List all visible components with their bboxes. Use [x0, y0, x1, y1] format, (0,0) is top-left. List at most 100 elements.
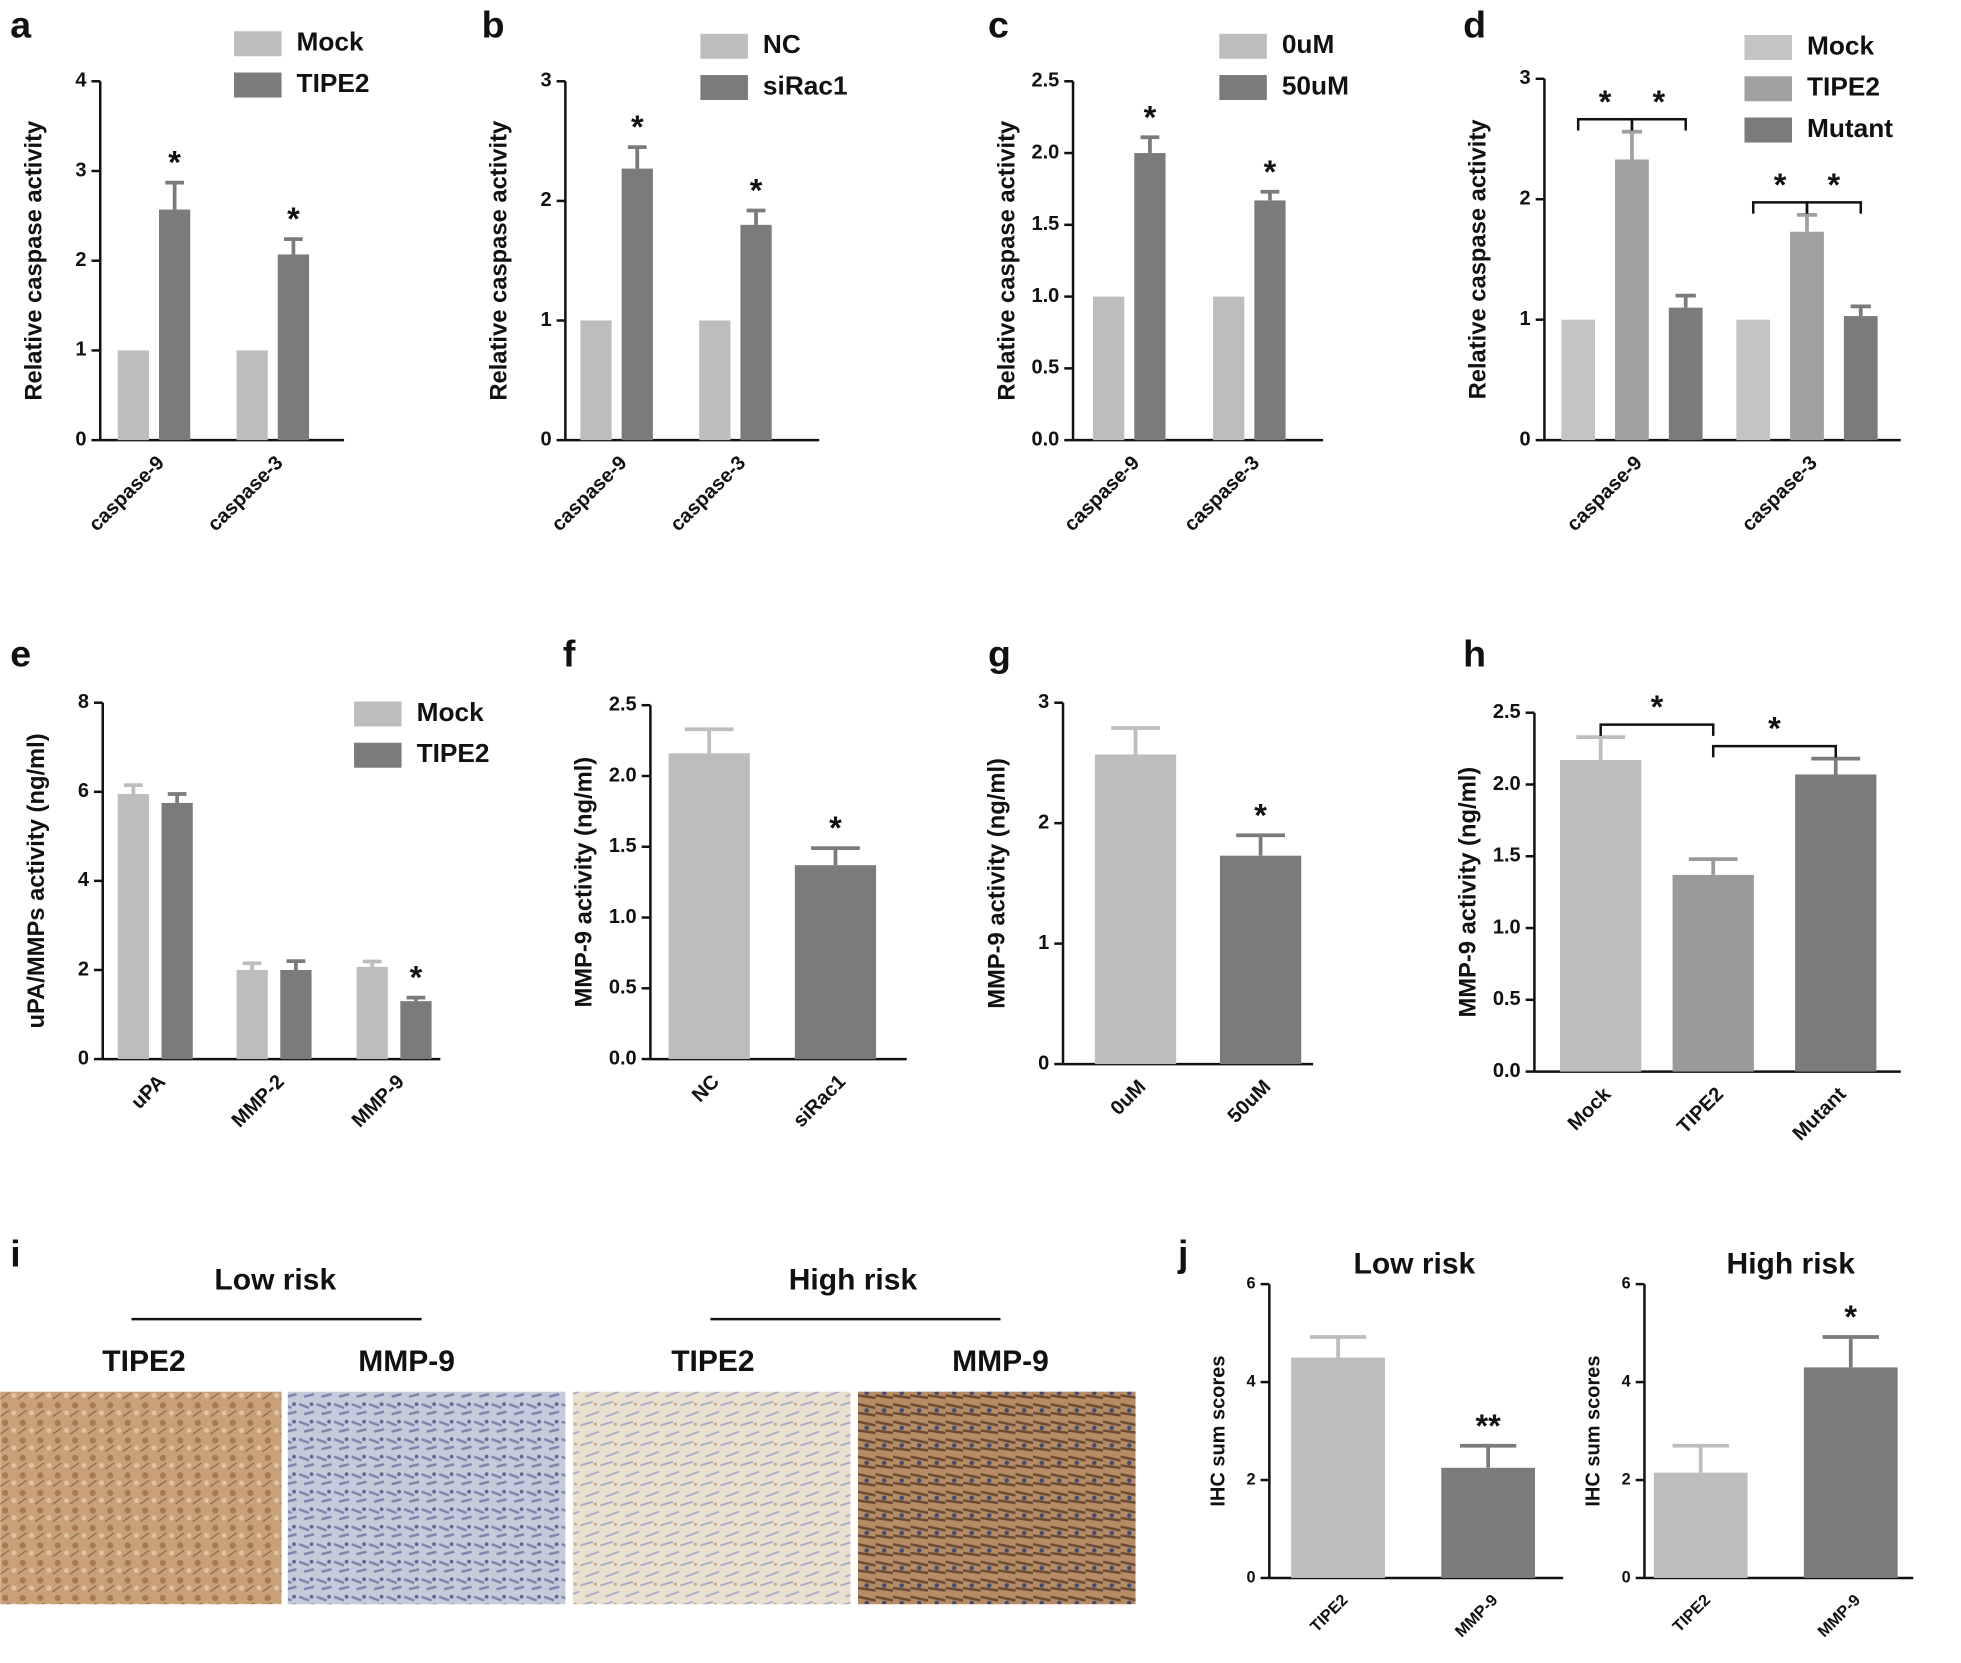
error-bar	[1309, 1335, 1367, 1358]
bar	[1795, 774, 1877, 1072]
legend-label: Mock	[297, 27, 365, 57]
y-tick-label: 2	[1520, 188, 1531, 210]
y-axis-label: Relative caspase activity	[993, 120, 1020, 401]
error-bar	[1140, 135, 1160, 154]
legend-swatch	[354, 742, 402, 768]
y-tick-label: 1.5	[1031, 213, 1059, 235]
y-tick-label: 1	[1038, 932, 1049, 954]
error-bar	[242, 961, 262, 970]
legend-label: TIPE2	[297, 68, 370, 98]
error-bar	[811, 846, 860, 866]
x-tick-label: Mock	[1564, 1083, 1616, 1135]
histology-image	[572, 1391, 851, 1605]
legend-swatch	[234, 31, 282, 57]
y-tick-label: 1.0	[609, 906, 637, 928]
panel-letter: a	[10, 3, 32, 45]
y-tick-label: 4	[1622, 1372, 1631, 1390]
x-tick-label: TIPE2	[1673, 1083, 1728, 1138]
bar	[1219, 855, 1302, 1065]
error-bar	[362, 959, 382, 967]
bar	[1254, 200, 1286, 441]
y-tick-label: 1.0	[1031, 285, 1059, 307]
bar	[400, 1001, 432, 1060]
histology-image	[0, 1391, 282, 1605]
significance: *	[1254, 797, 1267, 833]
bar	[159, 209, 191, 441]
x-tick-label: 50uM	[1224, 1076, 1276, 1128]
legend-label: NC	[763, 29, 801, 59]
significance: *	[1144, 99, 1157, 135]
error-bar	[1672, 1443, 1729, 1473]
bracket	[1751, 201, 1809, 214]
y-axis-label: MMP-9 activity (ng/ml)	[983, 758, 1010, 1009]
y-tick-label: 2.0	[1031, 141, 1059, 163]
error-bar	[1688, 857, 1738, 875]
bar	[699, 320, 731, 441]
bracket	[1630, 118, 1687, 131]
y-tick-label: 6	[1622, 1274, 1631, 1292]
significance: *	[287, 201, 300, 237]
y-tick-label: 0	[1247, 1568, 1256, 1586]
y-tick-label: 1	[75, 339, 86, 361]
y-tick-label: 6	[1247, 1274, 1256, 1292]
bar	[1615, 159, 1649, 441]
panel-letter: g	[988, 632, 1011, 674]
y-tick-label: 0	[1520, 428, 1531, 450]
y-axis-label: Relative caspase activity	[486, 120, 513, 401]
x-tick-label: MMP-9	[1452, 1591, 1502, 1641]
x-tick-label: caspase-9	[1563, 452, 1647, 536]
error-bar	[406, 995, 426, 1002]
y-tick-label: 2.5	[1493, 701, 1521, 723]
legend-label: Mock	[417, 697, 485, 727]
bar	[1560, 760, 1642, 1072]
x-tick-label: caspase-3	[204, 452, 288, 536]
bar	[236, 969, 268, 1060]
significance: *	[829, 810, 842, 846]
panel-letter: e	[10, 632, 31, 674]
bar	[1803, 1367, 1898, 1578]
y-tick-label: 1.0	[1493, 916, 1521, 938]
y-tick-label: 2	[1247, 1470, 1256, 1488]
significance: *	[1653, 84, 1666, 120]
panel-letter: j	[1177, 1233, 1188, 1275]
bracket	[1599, 723, 1715, 736]
histology-image	[857, 1391, 1136, 1605]
image-label: MMP-9	[952, 1345, 1049, 1378]
x-tick-label: caspase-3	[666, 452, 750, 536]
bar	[1134, 153, 1166, 441]
significance: *	[1828, 167, 1841, 203]
error-bar	[123, 783, 143, 795]
legend-label: TIPE2	[417, 738, 490, 768]
y-tick-label: 2.0	[1493, 773, 1521, 795]
error-bar	[1822, 1335, 1879, 1368]
error-bar	[1811, 756, 1861, 775]
y-tick-label: 1	[1520, 308, 1531, 330]
x-tick-label: siRac1	[789, 1071, 850, 1132]
bracket	[1805, 201, 1863, 214]
y-tick-label: 8	[78, 691, 89, 713]
significance: *	[410, 960, 423, 996]
y-tick-label: 4	[1247, 1372, 1256, 1390]
bar	[1094, 754, 1177, 1065]
bar	[1093, 296, 1125, 441]
bar	[1668, 307, 1703, 441]
x-tick-label: caspase-9	[547, 452, 631, 536]
legend-label: Mutant	[1807, 113, 1893, 143]
bar	[621, 168, 653, 441]
bar	[794, 865, 877, 1060]
y-tick-label: 0	[1038, 1052, 1049, 1074]
legend-label: 50uM	[1282, 70, 1349, 100]
panel-letter: d	[1463, 3, 1486, 45]
significance: *	[1768, 711, 1781, 747]
chart-title: Low risk	[1354, 1247, 1476, 1280]
panel-letter: c	[988, 3, 1009, 45]
y-tick-label: 0.0	[1031, 428, 1059, 450]
error-bar	[284, 237, 303, 255]
bar	[1843, 316, 1878, 441]
y-tick-label: 2	[540, 189, 551, 211]
bar	[740, 224, 772, 441]
panel-letter: i	[10, 1233, 20, 1275]
significance: *	[1844, 1299, 1857, 1335]
y-tick-label: 0.0	[609, 1047, 637, 1069]
